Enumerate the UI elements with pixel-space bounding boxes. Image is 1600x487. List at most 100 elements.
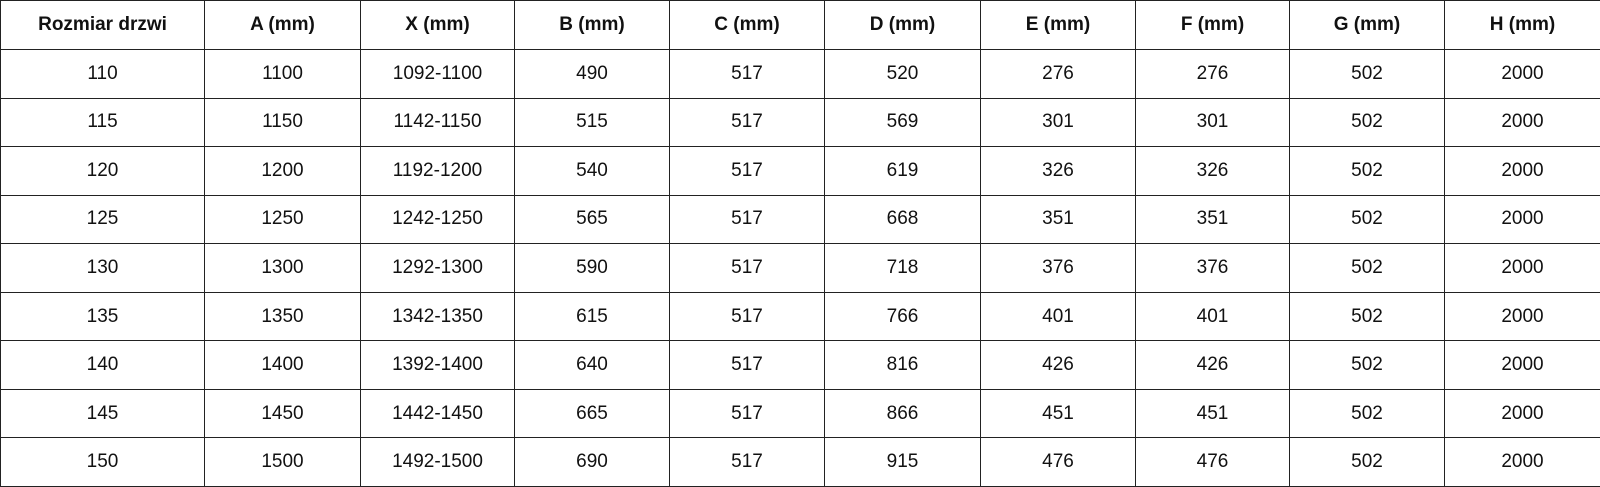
table-cell: 2000 [1444,146,1600,196]
table-cell: 1150 [204,97,361,148]
table-row: 120 1200 1192-1200 540 517 619 326 326 502 2000 [0,146,1600,196]
table-cell: 2000 [1444,388,1600,439]
table-cell: 1242-1250 [360,194,515,245]
table-cell: 2000 [1444,340,1600,390]
table-cell: 301 [1135,97,1290,148]
table-row: 140 1400 1392-1400 640 517 816 426 426 502 2000 [0,340,1600,390]
table-cell: 1442-1450 [360,388,515,439]
column-header: A (mm) [204,0,361,50]
table-cell: 351 [1135,194,1290,245]
table-cell: 276 [1135,49,1290,99]
table-cell: 866 [824,388,981,439]
table-cell: 426 [1135,340,1290,390]
table-cell: 426 [980,340,1136,390]
table-cell: 517 [669,97,825,148]
table-cell: 301 [980,97,1136,148]
table-cell: 517 [669,146,825,196]
table-cell: 615 [514,291,670,342]
table-row: 130 1300 1292-1300 590 517 718 376 376 502 2000 [0,243,1600,293]
table-cell: 2000 [1444,291,1600,342]
table-cell: 1142-1150 [360,97,515,148]
table-cell: 619 [824,146,981,196]
table-cell: 517 [669,437,825,487]
table-cell: 517 [669,194,825,245]
table-cell: 130 [0,243,205,293]
table-cell: 915 [824,437,981,487]
table-cell: 1450 [204,388,361,439]
table-cell: 718 [824,243,981,293]
column-header: H (mm) [1444,0,1600,50]
table-cell: 590 [514,243,670,293]
table-cell: 1300 [204,243,361,293]
table-cell: 1292-1300 [360,243,515,293]
table-cell: 502 [1289,49,1445,99]
table-cell: 135 [0,291,205,342]
table-cell: 2000 [1444,49,1600,99]
table-cell: 640 [514,340,670,390]
table-cell: 2000 [1444,243,1600,293]
column-header: F (mm) [1135,0,1290,50]
table-cell: 326 [1135,146,1290,196]
table-cell: 502 [1289,437,1445,487]
table-cell: 2000 [1444,437,1600,487]
table-cell: 145 [0,388,205,439]
table-cell: 326 [980,146,1136,196]
table-cell: 565 [514,194,670,245]
table-cell: 502 [1289,388,1445,439]
table-cell: 1100 [204,49,361,99]
table-cell: 665 [514,388,670,439]
column-header: B (mm) [514,0,670,50]
table-cell: 401 [980,291,1136,342]
table-cell: 1200 [204,146,361,196]
table-row: 110 1100 1092-1100 490 517 520 276 276 502 2000 [0,49,1600,99]
table-cell: 502 [1289,243,1445,293]
table-cell: 451 [980,388,1136,439]
table-cell: 110 [0,49,205,99]
table-cell: 569 [824,97,981,148]
table-cell: 140 [0,340,205,390]
table-cell: 502 [1289,146,1445,196]
table-cell: 351 [980,194,1136,245]
table-cell: 476 [980,437,1136,487]
table-cell: 115 [0,97,205,148]
table-cell: 517 [669,49,825,99]
table-cell: 1092-1100 [360,49,515,99]
table-cell: 1342-1350 [360,291,515,342]
table-body: 110 1100 1092-1100 490 517 520 276 276 502 2000 11… [0,49,1600,487]
table-cell: 125 [0,194,205,245]
table-row: 115 1150 1142-1150 515 517 569 301 301 502 2000 [0,97,1600,148]
table-header: Rozmiar drzwi A (mm) X (mm) B (mm) C (mm) D (… [0,0,1600,50]
header-row: Rozmiar drzwi A (mm) X (mm) B (mm) C (mm) D (… [0,0,1600,50]
table-cell: 376 [1135,243,1290,293]
table-row: 125 1250 1242-1250 565 517 668 351 351 502 2000 [0,194,1600,245]
table-cell: 2000 [1444,194,1600,245]
table-cell: 451 [1135,388,1290,439]
table-cell: 2000 [1444,97,1600,148]
column-header: D (mm) [824,0,981,50]
table-cell: 150 [0,437,205,487]
column-header: Rozmiar drzwi [0,0,205,50]
table-cell: 668 [824,194,981,245]
table-cell: 517 [669,340,825,390]
table-cell: 517 [669,243,825,293]
table-cell: 1400 [204,340,361,390]
table-cell: 766 [824,291,981,342]
table-cell: 1392-1400 [360,340,515,390]
column-header: C (mm) [669,0,825,50]
table-cell: 502 [1289,97,1445,148]
table-cell: 276 [980,49,1136,99]
table-cell: 1500 [204,437,361,487]
table-row: 145 1450 1442-1450 665 517 866 451 451 502 2000 [0,388,1600,439]
table-cell: 502 [1289,194,1445,245]
column-header: E (mm) [980,0,1136,50]
table-cell: 1192-1200 [360,146,515,196]
column-header: X (mm) [360,0,515,50]
table-cell: 502 [1289,291,1445,342]
table-cell: 401 [1135,291,1290,342]
table-cell: 520 [824,49,981,99]
table-row: 135 1350 1342-1350 615 517 766 401 401 502 2000 [0,291,1600,342]
table-cell: 502 [1289,340,1445,390]
table-cell: 376 [980,243,1136,293]
table-cell: 120 [0,146,205,196]
